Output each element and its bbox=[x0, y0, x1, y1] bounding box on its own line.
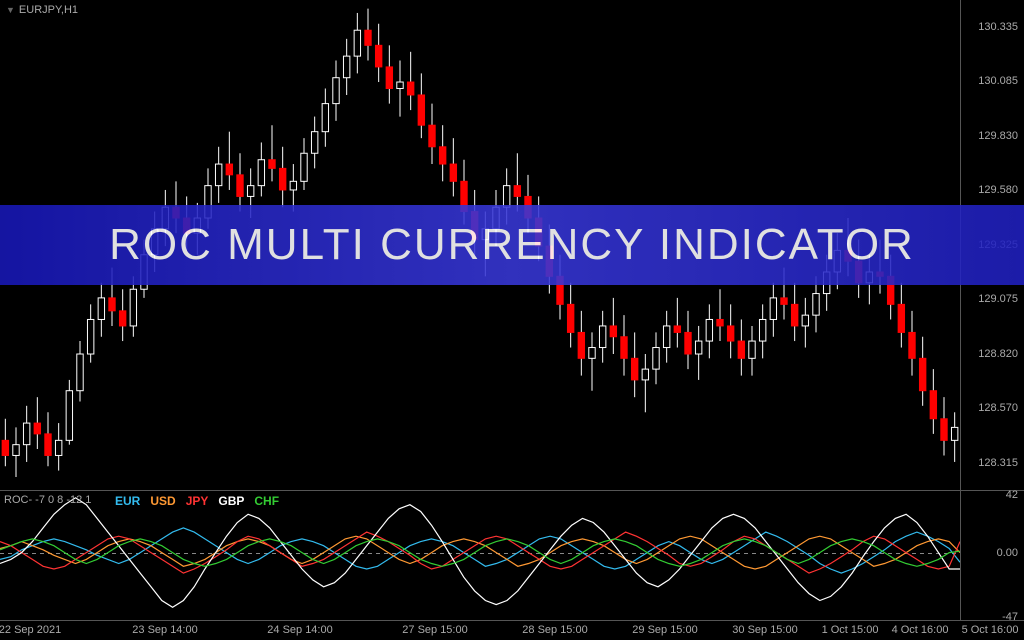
price-tick: 128.315 bbox=[978, 457, 1018, 469]
time-tick: 4 Oct 16:00 bbox=[892, 624, 949, 636]
title-banner: ROC MULTI CURRENCY INDICATOR bbox=[0, 205, 1024, 285]
price-tick: 128.820 bbox=[978, 348, 1018, 360]
price-tick: 129.830 bbox=[978, 130, 1018, 142]
chart-symbol-label: EURJPY,H1 bbox=[6, 4, 78, 16]
time-axis: 22 Sep 2021 23 Sep 14:00 24 Sep 14:00 27 Se… bbox=[0, 620, 1024, 640]
time-tick: 22 Sep 2021 bbox=[0, 624, 61, 636]
indicator-tick: 0.00 bbox=[997, 547, 1018, 559]
time-tick: 24 Sep 14:00 bbox=[267, 624, 332, 636]
time-tick: 27 Sep 15:00 bbox=[402, 624, 467, 636]
roc-indicator-panel[interactable]: ROC- -7 0 8 -12 1 EUR USD JPY GBP CHF bbox=[0, 490, 960, 620]
currency-label-eur: EUR bbox=[115, 494, 140, 508]
time-tick: 28 Sep 15:00 bbox=[522, 624, 587, 636]
currency-label-jpy: JPY bbox=[186, 494, 209, 508]
indicator-tick: 42 bbox=[1006, 489, 1018, 501]
time-tick: 23 Sep 14:00 bbox=[132, 624, 197, 636]
price-tick: 129.580 bbox=[978, 184, 1018, 196]
price-tick: 128.570 bbox=[978, 402, 1018, 414]
currency-legend: EUR USD JPY GBP CHF bbox=[115, 494, 289, 508]
indicator-axis: 420.00-47 bbox=[960, 490, 1024, 620]
time-tick: 30 Sep 15:00 bbox=[732, 624, 797, 636]
currency-label-gbp: GBP bbox=[218, 494, 244, 508]
time-tick: 29 Sep 15:00 bbox=[632, 624, 697, 636]
banner-text: ROC MULTI CURRENCY INDICATOR bbox=[109, 220, 915, 270]
time-tick: 1 Oct 15:00 bbox=[822, 624, 879, 636]
time-tick: 5 Oct 16:00 bbox=[962, 624, 1019, 636]
indicator-title: ROC- -7 0 8 -12 1 bbox=[4, 494, 91, 506]
price-tick: 129.075 bbox=[978, 293, 1018, 305]
price-tick: 130.085 bbox=[978, 75, 1018, 87]
indicator-canvas bbox=[0, 491, 960, 621]
price-tick: 130.335 bbox=[978, 21, 1018, 33]
currency-label-chf: CHF bbox=[254, 494, 279, 508]
currency-label-usd: USD bbox=[150, 494, 175, 508]
